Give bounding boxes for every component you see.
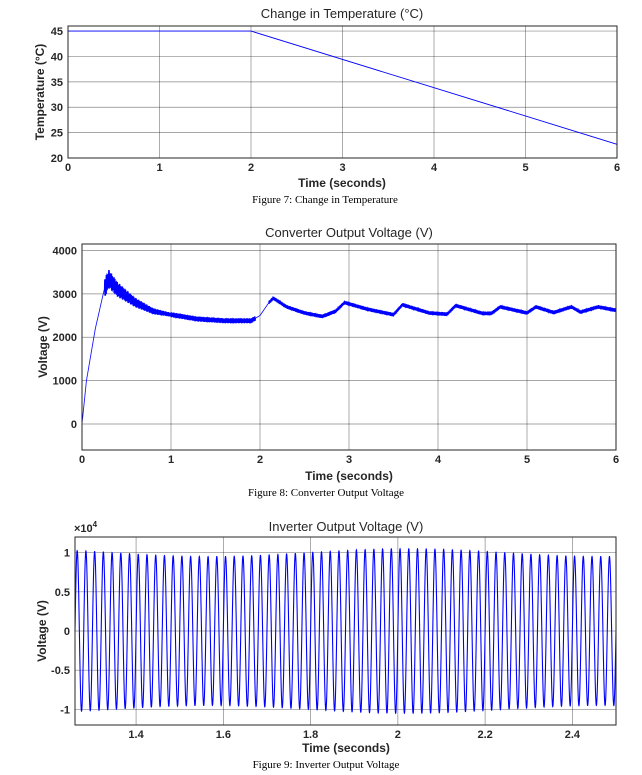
x-tick-label: 2	[395, 729, 401, 741]
x-tick-label: 5	[524, 454, 530, 466]
y-tick-label: 35	[51, 77, 63, 89]
y-tick-label: 0	[64, 626, 70, 638]
x-tick-label: 1.6	[216, 729, 231, 741]
grid	[81, 244, 617, 450]
y-tick-label: 25	[51, 128, 63, 140]
y-tick-label: 4000	[53, 246, 77, 258]
chart-temperature: Change in Temperature (°C) 0 1 2 3 4 5 6202530…	[33, 6, 620, 206]
x-tick-label: 2.4	[565, 729, 581, 741]
y-axis-label: Temperature (°C)	[33, 44, 47, 141]
x-tick-label: 1.4	[128, 729, 144, 741]
chart-inverter-voltage: Inverter Output Voltage (V) ×104 1.4 1.6 1…	[35, 519, 617, 771]
plot-frame	[81, 243, 617, 451]
x-tick-label: 1.8	[303, 729, 318, 741]
series-line	[74, 547, 617, 715]
y-tick-label: 3000	[53, 289, 77, 301]
x-tick-label: 1	[168, 454, 174, 466]
y-tick-label: 1000	[53, 376, 77, 388]
x-axis-label: Time (seconds)	[302, 741, 390, 755]
chart-title: Converter Output Voltage (V)	[265, 225, 433, 240]
tick-labels: 0 1 2 3 4 5 6 0 1000 2000 3000 4000	[53, 246, 620, 466]
y-tick-label: 45	[51, 26, 63, 38]
x-tick-label: 3	[339, 162, 345, 174]
x-tick-label: 4	[431, 162, 438, 174]
tick-labels: 1.4 1.6 1.8 2 2.2 2.4 -1 -0.5 0 0.5 1	[51, 548, 581, 741]
y-tick-label: 2000	[53, 332, 77, 344]
x-tick-label: 6	[613, 454, 619, 466]
y-tick-label: -0.5	[51, 665, 70, 677]
series-line	[68, 30, 618, 145]
x-tick-label: 0	[79, 454, 85, 466]
y-axis-label: Voltage (V)	[36, 316, 50, 378]
y-tick-label: 20	[51, 153, 63, 165]
x-tick-label: 6	[614, 162, 620, 174]
y-tick-label: -1	[60, 704, 70, 716]
grid	[67, 26, 618, 159]
x-tick-label: 5	[522, 162, 528, 174]
y-exponent-label: ×104	[74, 520, 98, 535]
x-tick-label: 2	[248, 162, 254, 174]
y-tick-label: 30	[51, 102, 63, 114]
plot-frame	[67, 25, 618, 159]
y-tick-label: 40	[51, 51, 63, 63]
y-tick-label: 1	[64, 548, 70, 560]
x-tick-label: 2.2	[477, 729, 492, 741]
series-line	[81, 269, 617, 425]
y-tick-label: 0	[71, 419, 77, 431]
y-axis-label: Voltage (V)	[35, 600, 49, 662]
x-tick-label: 0	[65, 162, 71, 174]
y-tick-label: 0.5	[55, 587, 70, 599]
figure-caption: Figure 8: Converter Output Voltage	[248, 487, 404, 499]
x-tick-label: 2	[257, 454, 263, 466]
x-tick-label: 1	[156, 162, 162, 174]
chart-title: Inverter Output Voltage (V)	[269, 519, 424, 534]
x-tick-label: 4	[435, 454, 442, 466]
chart-converter-voltage: Converter Output Voltage (V) 0 1 2 3 4 5 6 0 100…	[36, 225, 619, 499]
plot-frame	[74, 536, 617, 726]
figure-caption: Figure 7: Change in Temperature	[252, 194, 398, 206]
figure-caption: Figure 9: Inverter Output Voltage	[253, 759, 400, 771]
x-tick-label: 3	[346, 454, 352, 466]
chart-title: Change in Temperature (°C)	[261, 6, 423, 21]
x-axis-label: Time (seconds)	[305, 469, 393, 483]
x-axis-label: Time (seconds)	[298, 176, 386, 190]
